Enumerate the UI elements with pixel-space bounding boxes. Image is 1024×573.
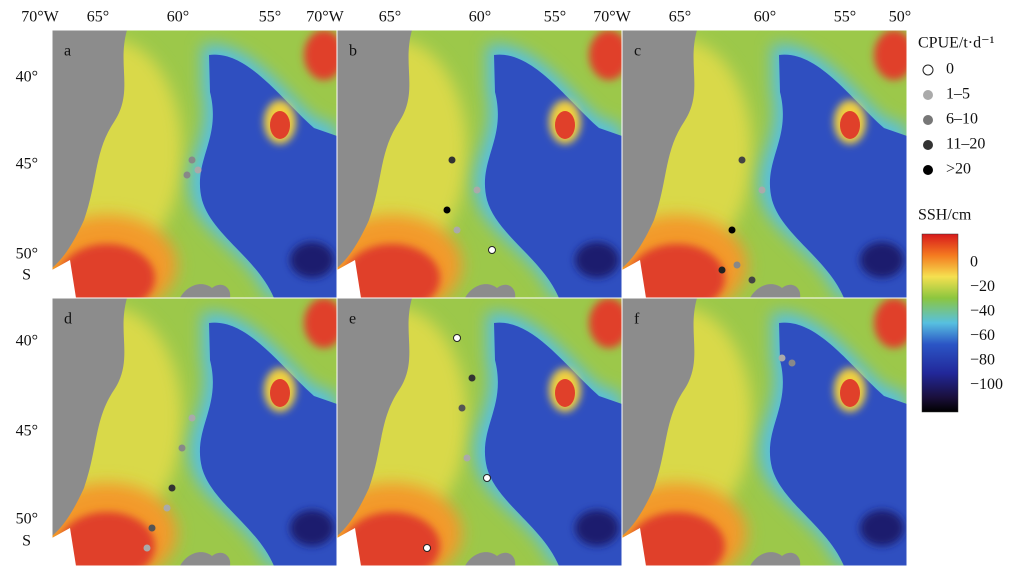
colorbar [922,234,958,412]
fishing-point [189,415,196,422]
fishing-point [149,525,156,532]
legend-marker [923,140,933,150]
colorbar-label: −100 [970,376,1003,393]
map-panel: b [322,30,629,315]
fishing-point [444,207,451,214]
fishing-point [734,262,741,269]
y-axis-label: 50° [16,246,38,263]
colorbar-label: −20 [970,278,995,295]
ssh-map [37,30,344,315]
x-axis-label: 60° [167,9,189,26]
x-axis-label: 60° [754,9,776,26]
y-axis-label: 50° [16,511,38,528]
fishing-point [474,187,481,194]
fishing-point [449,157,456,164]
fishing-point [469,375,476,382]
x-axis-label: 70°W [306,9,344,26]
fishing-point [779,355,786,362]
fishing-point [195,167,202,174]
panel-letter: d [64,311,72,328]
fishing-point [169,485,176,492]
fishing-point [454,227,461,234]
fishing-point [749,277,756,284]
map-panel: d [37,298,344,568]
colorbar-label: −60 [970,327,995,344]
y-axis-label: S [22,267,31,284]
x-axis-label: 65° [87,9,109,26]
fishing-point [484,475,491,482]
fishing-point [164,505,171,512]
fishing-point [789,360,796,367]
fishing-point [454,335,461,342]
x-axis-label: 50° [889,9,911,26]
fishing-point [184,172,191,179]
fishing-point [719,267,726,274]
legend-marker [923,165,933,175]
map-panel: f [607,298,914,568]
y-axis-label: 45° [16,423,38,440]
x-axis-label: 65° [379,9,401,26]
ssh-map [322,298,629,568]
ssh-map [322,30,629,315]
panel-letter: b [349,43,357,60]
x-axis-label: 65° [669,9,691,26]
ssh-map [37,298,344,568]
fishing-point [759,187,766,194]
colorbar-label: −80 [970,352,995,369]
fishing-point [464,455,471,462]
fishing-point [424,545,431,552]
legend-label: 11–20 [946,136,985,153]
panel-letter: e [349,311,356,328]
x-axis-label: 55° [259,9,281,26]
ssh-map [607,298,914,568]
cpue-legend-title: CPUE/t·d⁻¹ [918,35,995,52]
panel-letter: c [634,43,641,60]
figure: a b c d e f 70°W 65° 60° 55° 70°W 65° 60° 55° 70°W 65° 6… [0,0,1024,568]
fishing-point [189,157,196,164]
y-axis-label: 40° [16,69,38,86]
y-axis-label: 45° [16,156,38,173]
legend-marker [923,90,933,100]
map-panel: e [322,298,629,568]
fishing-point [729,227,736,234]
fishing-point [739,157,746,164]
colorbar-label: 0 [970,254,978,271]
page: {"top_axis":[["70°W","65°","60°","55°"],… [0,0,1024,568]
legend-marker [923,115,933,125]
x-axis-label: 70°W [21,9,59,26]
x-axis-label: 60° [469,9,491,26]
x-axis-label: 55° [834,9,856,26]
fishing-point [179,445,186,452]
legend-label: 0 [946,61,954,78]
ssh-legend-title: SSH/cm [918,207,972,224]
map-panel: c [607,30,914,315]
panel-letter: f [634,311,640,328]
panel-letter: a [64,43,71,60]
x-axis-label: 70°W [593,9,631,26]
fishing-point [489,247,496,254]
legend-label: 1–5 [946,86,970,103]
colorbar-label: −40 [970,303,995,320]
fishing-point [144,545,151,552]
y-axis-label: S [22,533,31,550]
fishing-point [459,405,466,412]
legend-marker [923,65,933,75]
legend-label: 6–10 [946,111,978,128]
x-axis-label: 55° [544,9,566,26]
ssh-map [607,30,914,315]
map-panel: a [37,30,344,315]
legend-label: >20 [946,161,971,178]
y-axis-label: 40° [16,333,38,350]
